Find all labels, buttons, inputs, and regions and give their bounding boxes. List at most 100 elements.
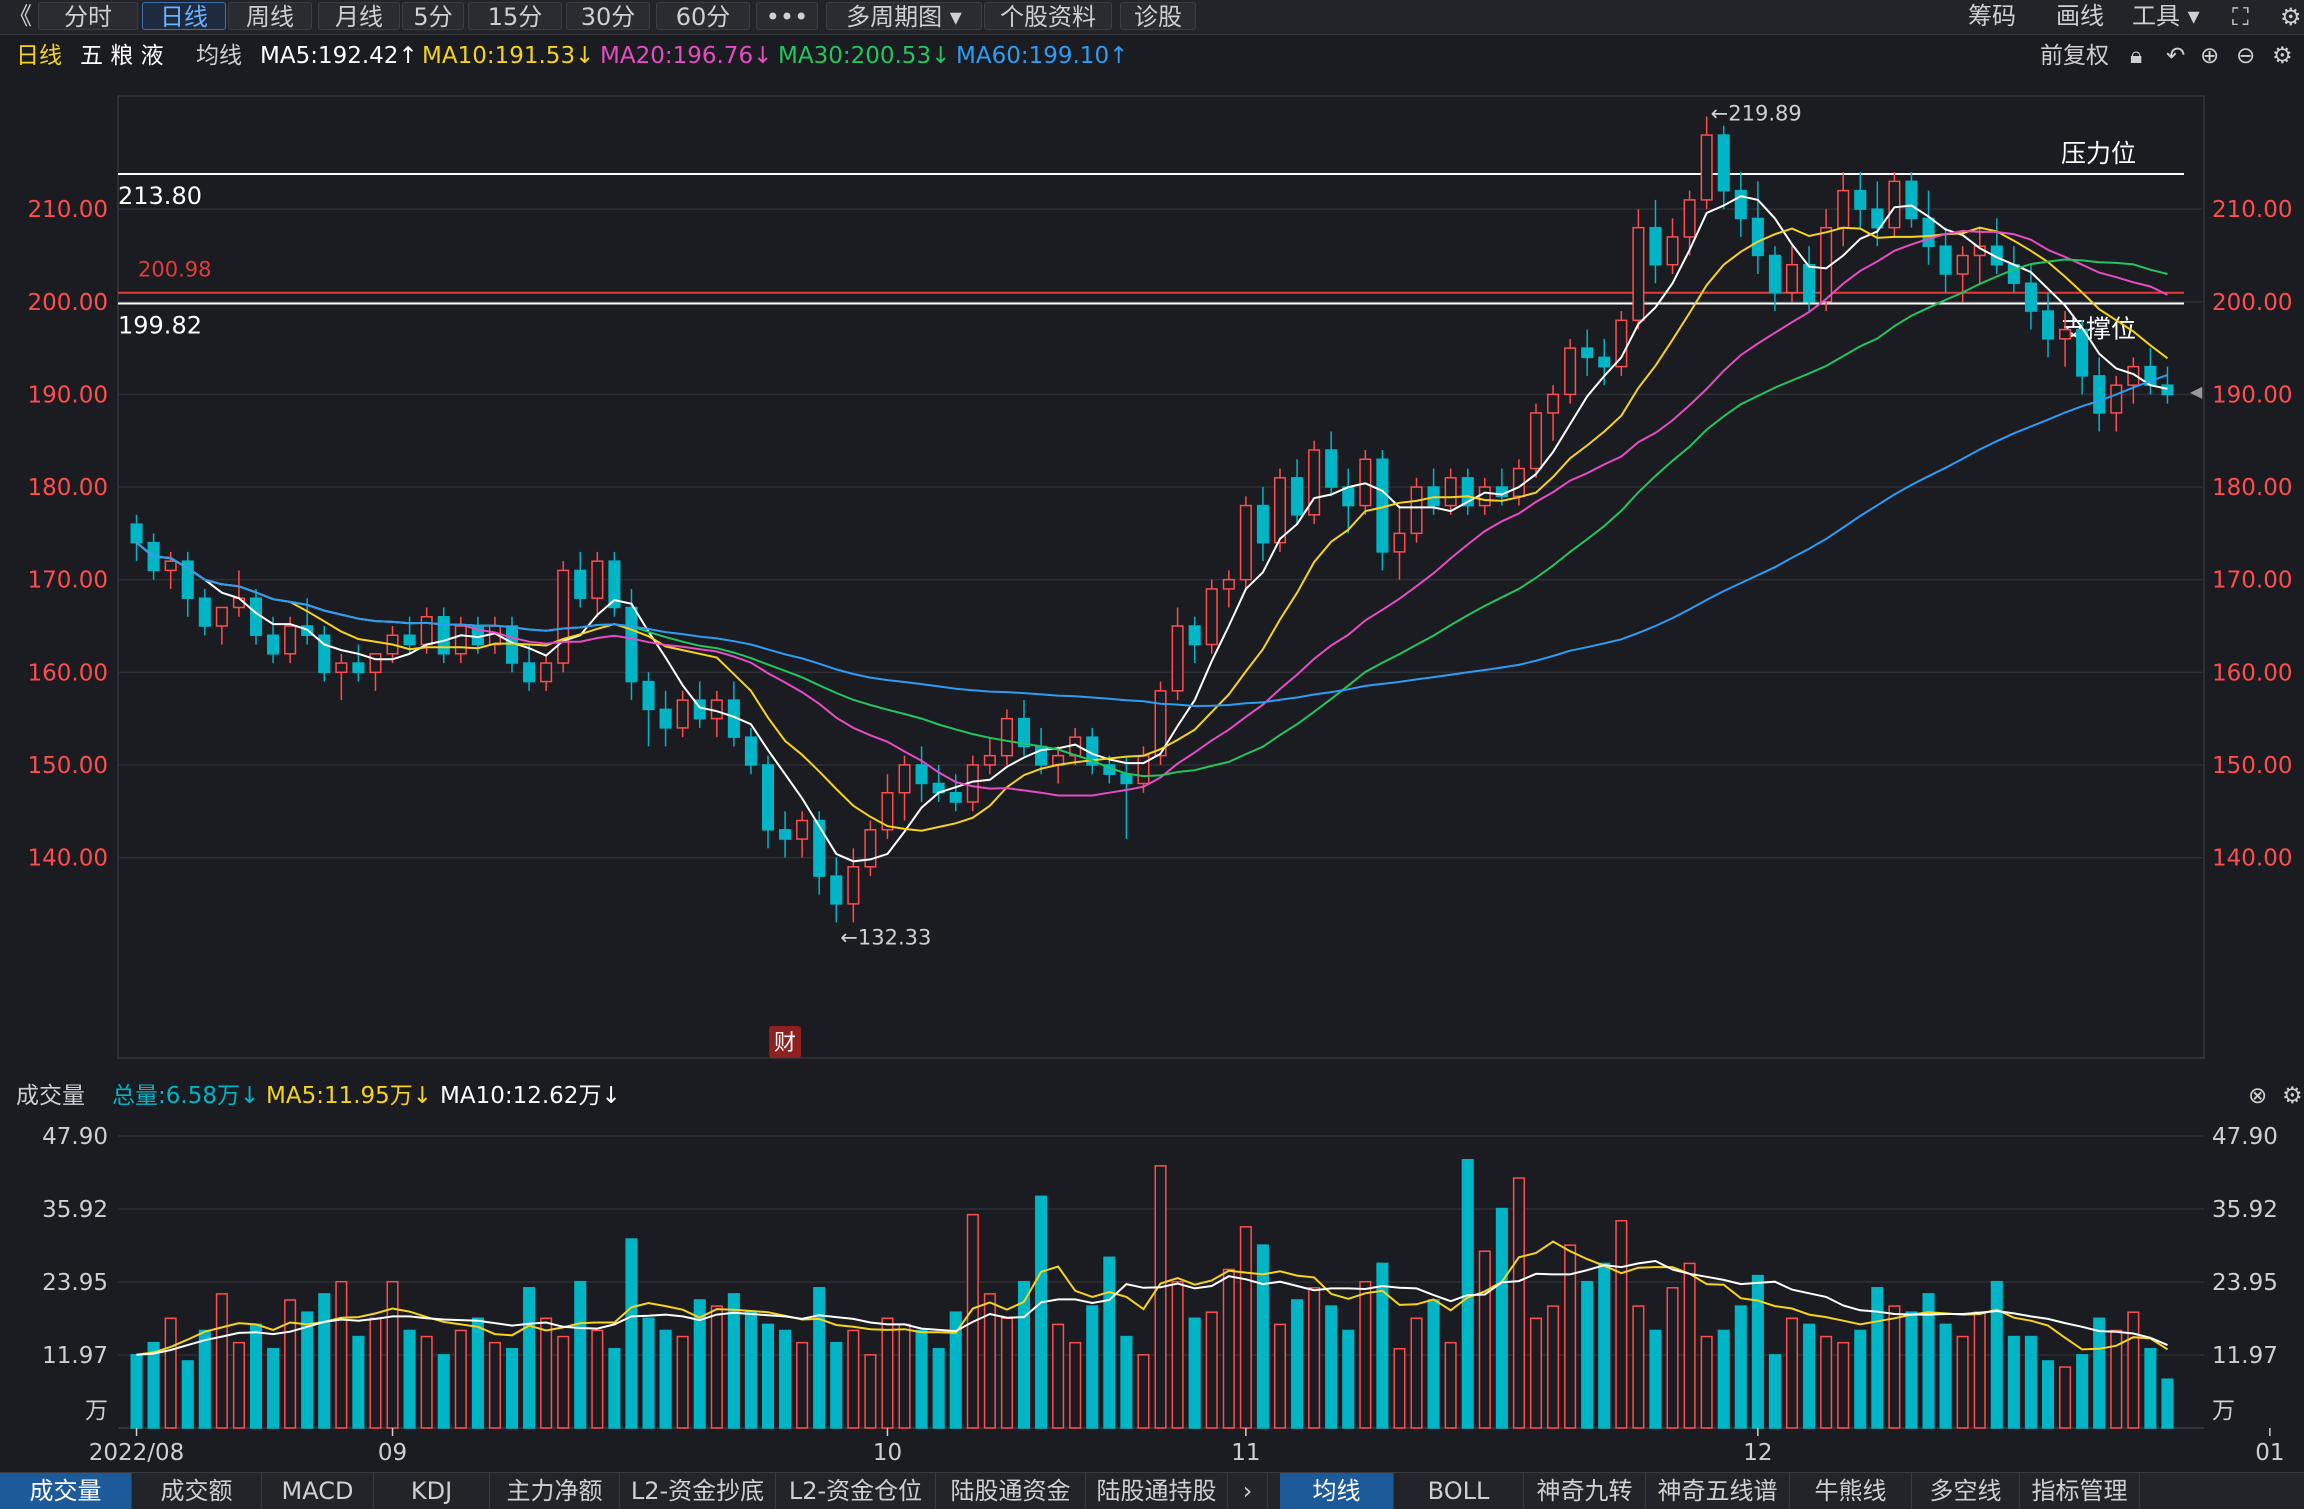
volume-bar[interactable] (1342, 1329, 1355, 1429)
volume-bar[interactable] (488, 1341, 501, 1429)
period-tab[interactable]: 15分 (468, 2, 562, 31)
indicator-tab[interactable]: 陆股通资金 (936, 1473, 1086, 1509)
volume-bar[interactable] (1222, 1268, 1235, 1429)
candle[interactable] (1478, 486, 1491, 507)
volume-bar[interactable] (505, 1348, 519, 1429)
volume-bar[interactable] (1581, 1280, 1594, 1429)
volume-bar[interactable] (1939, 1323, 1952, 1429)
adjust-mode[interactable]: 前复权 (2040, 43, 2109, 69)
candle[interactable] (1734, 189, 1747, 220)
period-tab[interactable]: 30分 (566, 2, 650, 31)
volume-bar[interactable] (1547, 1305, 1560, 1429)
volume-bar[interactable] (1308, 1287, 1321, 1429)
volume-bar[interactable] (574, 1280, 587, 1429)
candle[interactable] (1854, 189, 1867, 210)
candle[interactable] (1871, 208, 1884, 229)
volume-bar[interactable] (779, 1329, 792, 1429)
volume-bar[interactable] (1751, 1274, 1764, 1429)
indicator-tab[interactable]: L2-资金仓位 (776, 1473, 936, 1509)
overlay-tab[interactable]: 指标管理 (2020, 1473, 2140, 1509)
volume-bar[interactable] (1956, 1335, 1969, 1429)
candle[interactable] (198, 597, 211, 627)
volume-bar[interactable] (1734, 1305, 1747, 1429)
volume-bar[interactable] (1649, 1329, 1662, 1429)
volume-bar[interactable] (591, 1329, 604, 1429)
candle[interactable] (2127, 365, 2140, 386)
candle[interactable] (1547, 393, 1560, 414)
volume-bar[interactable] (2110, 1329, 2123, 1429)
volume-bar[interactable] (813, 1287, 826, 1429)
period-tab[interactable]: 个股资料 (984, 2, 1112, 31)
close-panel-icon[interactable]: ⊗ (2248, 1083, 2268, 1109)
candle[interactable] (1137, 754, 1150, 785)
volume-bar[interactable] (1444, 1341, 1457, 1429)
volume-bar[interactable] (1888, 1305, 1901, 1429)
volume-bar[interactable] (181, 1360, 194, 1429)
candle[interactable] (1632, 226, 1645, 322)
candle[interactable] (335, 662, 348, 674)
candle[interactable] (881, 791, 894, 831)
candle[interactable] (1785, 263, 1799, 294)
volume-bar[interactable] (2093, 1317, 2106, 1429)
volume-bar[interactable] (1359, 1280, 1372, 1429)
volume-bar[interactable] (1785, 1317, 1799, 1429)
candle[interactable] (454, 625, 467, 655)
volume-bar[interactable] (1768, 1354, 1781, 1429)
volume-bar[interactable] (744, 1311, 757, 1429)
candle[interactable] (2093, 375, 2106, 414)
candle[interactable] (1717, 134, 1730, 192)
volume-bar[interactable] (2059, 1366, 2072, 1429)
volume-bar[interactable] (523, 1287, 536, 1429)
period-tab[interactable]: 60分 (656, 2, 750, 31)
volume-bar[interactable] (1239, 1226, 1252, 1429)
volume-bar[interactable] (847, 1329, 860, 1429)
volume-bar[interactable] (1803, 1323, 1816, 1429)
period-tab[interactable]: 诊股 (1120, 2, 1196, 31)
candle[interactable] (1308, 449, 1321, 516)
volume-bar[interactable] (1291, 1299, 1304, 1429)
candle[interactable] (744, 736, 757, 766)
overlay-tab[interactable]: 多空线 (1912, 1473, 2020, 1509)
volume-bar[interactable] (1632, 1305, 1645, 1429)
volume-bar[interactable] (796, 1341, 809, 1429)
volume-bar[interactable] (659, 1329, 672, 1429)
volume-bar[interactable] (1205, 1311, 1218, 1429)
candle[interactable] (1581, 347, 1594, 359)
volume-bar[interactable] (625, 1238, 638, 1429)
volume-bar[interactable] (1103, 1256, 1116, 1429)
volume-bar[interactable] (454, 1329, 467, 1429)
overlay-tab[interactable]: 神奇九转 (1524, 1473, 1646, 1509)
candle[interactable] (523, 662, 536, 683)
volume-bar[interactable] (232, 1341, 245, 1429)
overlay-tab[interactable]: 牛熊线 (1790, 1473, 1912, 1509)
tabs-more-icon[interactable]: › (1228, 1473, 1268, 1509)
period-tab[interactable]: 月线 (318, 2, 400, 31)
volume-settings-icon[interactable]: ⚙ (2282, 1083, 2303, 1109)
candle[interactable] (1683, 199, 1696, 238)
candle[interactable] (659, 708, 672, 729)
volume-bar[interactable] (2007, 1335, 2020, 1429)
ma-type-label[interactable]: 均线 (196, 43, 242, 69)
candle[interactable] (249, 597, 263, 637)
candle[interactable] (1325, 449, 1338, 488)
candle[interactable] (574, 569, 587, 599)
volume-bar[interactable] (1427, 1299, 1440, 1429)
candle[interactable] (1700, 134, 1713, 201)
volume-bar[interactable] (1905, 1311, 1918, 1429)
candle[interactable] (1291, 477, 1304, 516)
volume-bar[interactable] (1325, 1305, 1338, 1429)
candle[interactable] (1000, 717, 1013, 757)
volume-bar[interactable] (1052, 1323, 1065, 1429)
finance-report-marker[interactable] (769, 1026, 802, 1058)
volume-bar[interactable] (642, 1317, 655, 1429)
volume-title[interactable]: 成交量 (16, 1083, 85, 1109)
volume-bar[interactable] (881, 1317, 894, 1429)
candle[interactable] (1837, 189, 1850, 229)
candle[interactable] (1751, 217, 1764, 257)
candle[interactable] (215, 606, 228, 627)
drawing-button[interactable]: 画线 (2056, 2, 2104, 30)
undo-icon[interactable]: ↶ (2166, 43, 2186, 69)
candle[interactable] (830, 875, 843, 905)
candle[interactable] (1649, 226, 1662, 266)
candle[interactable] (1256, 504, 1269, 544)
